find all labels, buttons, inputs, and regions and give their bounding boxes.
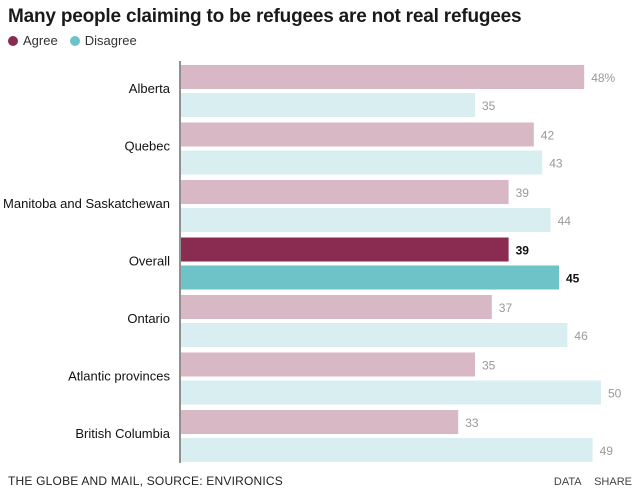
legend-swatch-disagree	[69, 35, 80, 46]
value-label-agree-alberta: 48%	[591, 71, 615, 85]
value-label-agree-ontario: 37	[499, 301, 513, 315]
value-label-disagree-atlantic-provinces: 50	[608, 387, 622, 401]
value-label-agree-quebec: 42	[541, 129, 555, 143]
bar-agree-alberta	[181, 65, 585, 89]
legend-label-agree: Agree	[23, 33, 58, 48]
value-label-disagree-manitoba-and-saskatchewan: 44	[558, 214, 572, 228]
category-label-atlantic-provinces: Atlantic provinces	[68, 369, 170, 384]
value-label-agree-british-columbia: 33	[465, 416, 479, 430]
bar-disagree-atlantic-provinces	[181, 380, 601, 405]
legend-item-disagree: Disagree	[69, 33, 137, 48]
category-label-alberta: Alberta	[129, 81, 171, 96]
bar-disagree-manitoba-and-saskatchewan	[181, 208, 551, 232]
bar-disagree-ontario	[181, 323, 568, 347]
value-label-disagree-ontario: 46	[574, 329, 588, 343]
share-link[interactable]: SHARE	[594, 476, 632, 488]
category-label-manitoba-and-saskatchewan: Manitoba and Saskatchewan	[3, 196, 170, 211]
source-credit: THE GLOBE AND MAIL, SOURCE: ENVIRONICS	[8, 474, 283, 488]
value-label-disagree-british-columbia: 49	[600, 444, 614, 458]
category-label-quebec: Quebec	[124, 139, 170, 154]
value-label-disagree-quebec: 43	[549, 157, 563, 171]
bar-agree-quebec	[181, 122, 534, 147]
bar-agree-manitoba-and-saskatchewan	[181, 180, 509, 204]
value-label-disagree-alberta: 35	[482, 99, 496, 113]
category-label-overall: Overall	[129, 254, 170, 269]
category-label-british-columbia: British Columbia	[75, 426, 170, 441]
legend-item-agree: Agree	[8, 33, 58, 48]
bar-agree-atlantic-provinces	[181, 352, 475, 377]
value-label-agree-overall: 39	[516, 244, 530, 258]
bar-agree-british-columbia	[181, 410, 459, 434]
bar-agree-ontario	[181, 295, 492, 319]
bar-agree-overall	[181, 237, 509, 262]
bar-disagree-quebec	[181, 150, 543, 175]
bar-chart: Alberta 48% 35 Quebec 42 43 Manitoba and Saska…	[3, 61, 622, 463]
chart-title: Many people claiming to be refugees are …	[8, 6, 522, 27]
bar-disagree-overall	[181, 265, 559, 290]
footer-links: DATA SHARE	[544, 476, 632, 488]
bar-disagree-british-columbia	[181, 438, 593, 462]
legend: Agree Disagree	[8, 33, 149, 48]
data-link[interactable]: DATA	[553, 476, 582, 488]
legend-swatch-agree	[8, 35, 18, 46]
legend-label-disagree: Disagree	[84, 33, 137, 48]
category-label-ontario: Ontario	[127, 311, 170, 326]
value-label-agree-atlantic-provinces: 35	[482, 359, 496, 373]
bar-disagree-alberta	[181, 93, 475, 117]
value-label-agree-manitoba-and-saskatchewan: 39	[516, 186, 530, 200]
value-label-disagree-overall: 45	[566, 272, 580, 286]
